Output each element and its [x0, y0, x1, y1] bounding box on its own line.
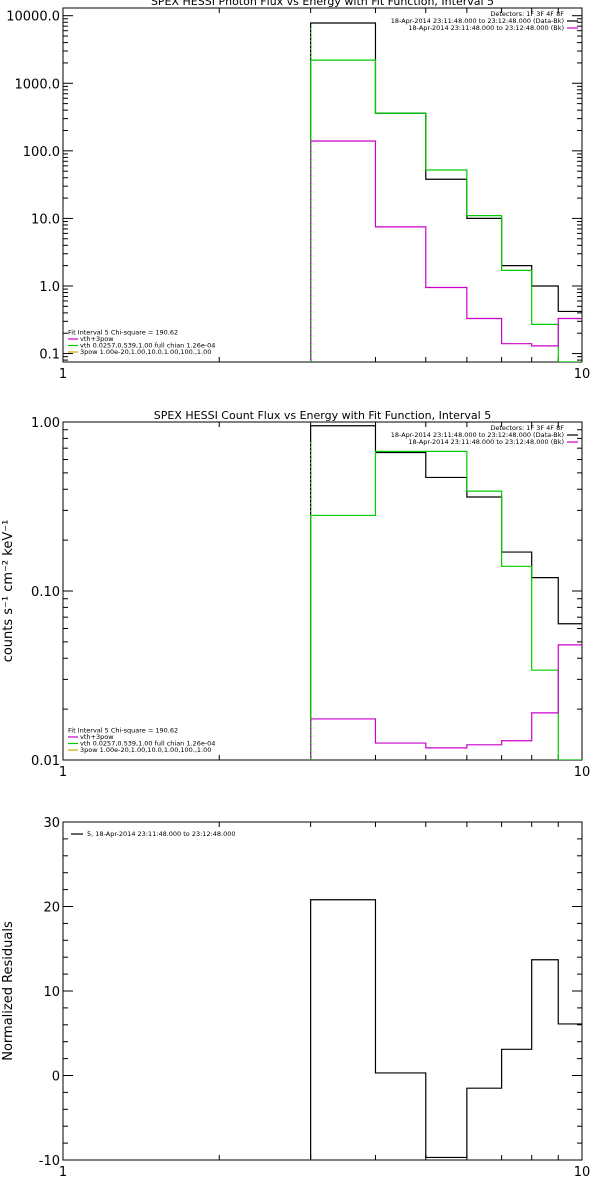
- series-2-line: [310, 450, 582, 760]
- y-tick-label: 0.10: [31, 585, 60, 600]
- y-axis: -10 0 10 20 30: [39, 816, 582, 1169]
- y-tick-label: 1.00: [31, 416, 60, 431]
- y-tick-label: 100.0: [23, 145, 60, 160]
- legend-entry: vth 0.0257,0.539,1.00 full chian 1.26e-0…: [80, 740, 215, 748]
- plot-frame: [62, 421, 583, 761]
- x-axis: 1 10: [59, 8, 590, 382]
- y-tick-label: 1000.0: [15, 77, 61, 92]
- y-tick-label: 0.01: [31, 754, 60, 769]
- legend-header: Detectors: 1F 3F 4F 8F: [490, 424, 564, 432]
- legend-entry: vth+3pow: [80, 335, 114, 343]
- x-tick-label: 10: [574, 1165, 591, 1180]
- legend-top: 5, 18-Apr-2014 23:11:48.000 to 23:12:48.…: [71, 830, 236, 838]
- y-tick-label: -10: [39, 1154, 60, 1169]
- chart-title: SPEX HESSI Count Flux vs Energy with Fit…: [154, 409, 491, 422]
- legend-bottom: Fit Interval 5 Chi-square = 190.62vth+3p…: [68, 727, 215, 754]
- legend-bottom: Fit Interval 5 Chi-square = 190.62vth+3p…: [68, 329, 215, 356]
- series-3-line: [310, 140, 582, 362]
- series-1-line: [310, 899, 582, 1160]
- series-3-line: [310, 644, 582, 760]
- y-tick-label: 1.0: [39, 280, 60, 295]
- y-tick-label: 10000.0: [6, 10, 60, 25]
- panel-1: SPEX HESSI Photon Flux vs Energy with Fi…: [6, 0, 590, 382]
- chart-title: SPEX HESSI Photon Flux vs Energy with Fi…: [151, 0, 494, 8]
- y-axis: 0.1 1.0 10.0 100.0 1000.0 10000.0: [6, 10, 582, 363]
- panel-2: SPEX HESSI Count Flux vs Energy with Fit…: [1, 409, 590, 780]
- x-tick-label: 1: [59, 765, 67, 780]
- legend-entry: vth 0.0257,0.539,1.00 full chian 1.26e-0…: [80, 342, 215, 350]
- y-axis-label: Normalized Residuals: [1, 921, 16, 1061]
- y-tick-label: 10.0: [31, 212, 60, 227]
- x-tick-label: 1: [59, 367, 67, 382]
- x-tick-label: 10: [574, 765, 591, 780]
- legend-header: Fit Interval 5 Chi-square = 190.62: [68, 329, 178, 337]
- legend-entry: 18-Apr-2014 23:11:48.000 to 23:12:48.000…: [391, 17, 564, 25]
- x-axis: 1 10: [59, 822, 590, 1180]
- legend-entry: 3pow 1.00e-20,1.00,10.0,1.00,100.,1.00: [80, 348, 211, 356]
- legend-header: Detectors: 1F 3F 4F 8F: [490, 10, 564, 18]
- x-tick-label: 10: [574, 367, 591, 382]
- legend-header: Fit Interval 5 Chi-square = 190.62: [68, 727, 178, 735]
- series-2-line: [310, 59, 582, 362]
- data-area: [310, 425, 582, 760]
- y-tick-label: 10: [43, 985, 60, 1000]
- x-axis: 1 10: [59, 422, 590, 780]
- y-tick-label: 0: [52, 1070, 60, 1085]
- series-1-line: [310, 22, 582, 362]
- y-tick-label: 30: [43, 816, 60, 831]
- data-area: [310, 22, 582, 362]
- plot-frame: [62, 7, 583, 363]
- legend-entry: 18-Apr-2014 23:11:48.000 to 23:12:48.000…: [391, 431, 564, 439]
- legend-entry: vth+3pow: [80, 733, 114, 741]
- y-tick-label: 0.1: [39, 348, 60, 363]
- data-area: [310, 899, 582, 1160]
- panel-3: 1 10 -10 0 10 20 30 Normalized Residuals 5, 18-A…: [1, 816, 590, 1180]
- plot-frame: [62, 821, 583, 1161]
- series-1-line: [310, 425, 582, 760]
- y-tick-label: 20: [43, 901, 60, 916]
- legend-entry: 18-Apr-2014 23:11:48.000 to 23:12:48.000…: [408, 24, 564, 32]
- legend-entry: 3pow 1.00e-20,1.00,10.0,1.00,100.,1.00: [80, 746, 211, 754]
- legend-entry: 5, 18-Apr-2014 23:11:48.000 to 23:12:48.…: [87, 830, 236, 838]
- y-axis-label: counts s⁻¹ cm⁻² keV⁻¹: [1, 520, 16, 663]
- x-tick-label: 1: [59, 1165, 67, 1180]
- legend-entry: 18-Apr-2014 23:11:48.000 to 23:12:48.000…: [408, 438, 564, 446]
- y-axis: 0.01 0.10 1.00: [31, 416, 582, 769]
